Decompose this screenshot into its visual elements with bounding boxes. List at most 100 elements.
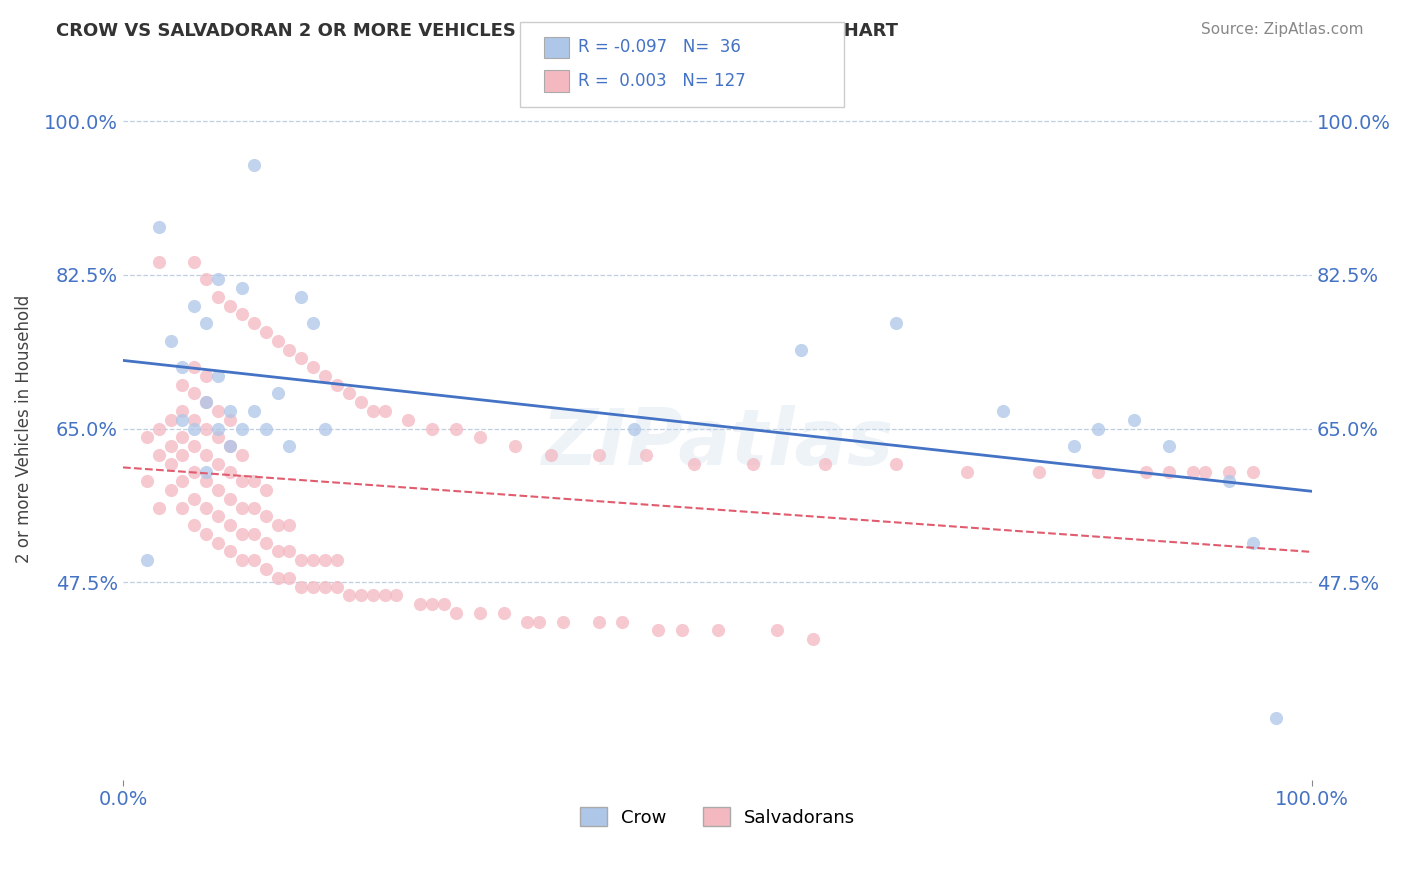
Point (361, 588, 384, 602)
Text: R = -0.097   N=  36: R = -0.097 N= 36 (578, 38, 741, 56)
Point (207, 430, 229, 444)
Point (527, 615, 550, 629)
Point (195, 368, 218, 383)
Point (183, 466, 205, 480)
Point (172, 500, 194, 515)
Point (242, 404, 264, 418)
Point (148, 448, 170, 462)
Point (219, 439, 242, 453)
Point (219, 466, 242, 480)
Point (231, 500, 253, 515)
Point (671, 624, 693, 638)
Point (1159, 439, 1181, 453)
Point (159, 334, 181, 348)
Point (374, 588, 396, 602)
Point (492, 606, 515, 620)
Point (219, 491, 242, 506)
Point (350, 588, 373, 602)
Point (183, 491, 205, 506)
Point (254, 483, 277, 497)
Point (195, 474, 218, 488)
Point (374, 404, 396, 418)
Point (159, 483, 181, 497)
Point (148, 254, 170, 268)
Point (588, 448, 610, 462)
Point (207, 290, 229, 304)
Point (1182, 466, 1205, 480)
Point (505, 439, 527, 453)
Point (219, 439, 242, 453)
Point (278, 439, 301, 453)
Point (195, 316, 218, 330)
Point (647, 624, 669, 638)
Point (516, 615, 538, 629)
Point (231, 307, 253, 321)
Point (1063, 439, 1085, 453)
Point (991, 404, 1014, 418)
Point (1087, 466, 1109, 480)
Point (278, 518, 301, 533)
Point (195, 448, 218, 462)
Point (231, 526, 253, 541)
Point (706, 624, 728, 638)
Point (290, 553, 312, 567)
Point (172, 377, 194, 392)
Point (409, 597, 432, 611)
Point (172, 413, 194, 427)
Point (682, 457, 704, 471)
Text: ZIPatlas: ZIPatlas (541, 405, 894, 481)
Point (231, 448, 253, 462)
Point (1218, 466, 1240, 480)
Point (172, 360, 194, 375)
Point (1028, 466, 1050, 480)
Point (242, 526, 264, 541)
Point (207, 421, 229, 435)
Point (337, 386, 360, 401)
Point (159, 413, 181, 427)
Point (302, 360, 325, 375)
Point (207, 368, 229, 383)
Point (1218, 474, 1240, 488)
Point (290, 290, 312, 304)
Point (444, 606, 467, 620)
Point (183, 254, 205, 268)
Point (135, 474, 157, 488)
Point (396, 413, 419, 427)
Point (361, 404, 384, 418)
Point (231, 553, 253, 567)
Point (278, 343, 301, 357)
Point (266, 544, 288, 558)
Point (314, 421, 336, 435)
Point (231, 421, 253, 435)
Point (207, 272, 229, 286)
Point (231, 281, 253, 295)
Text: Source: ZipAtlas.com: Source: ZipAtlas.com (1201, 22, 1364, 37)
Point (326, 580, 349, 594)
Point (219, 299, 242, 313)
Point (148, 500, 170, 515)
Point (195, 500, 218, 515)
Point (159, 457, 181, 471)
Point (207, 483, 229, 497)
Point (302, 580, 325, 594)
Point (172, 474, 194, 488)
Point (766, 624, 789, 638)
Point (219, 544, 242, 558)
Point (242, 474, 264, 488)
Point (195, 466, 218, 480)
Point (1241, 466, 1264, 480)
Point (314, 580, 336, 594)
Point (183, 413, 205, 427)
Point (195, 395, 218, 409)
Point (742, 457, 765, 471)
Point (207, 509, 229, 524)
Point (242, 500, 264, 515)
Point (813, 457, 835, 471)
Point (623, 421, 645, 435)
Point (1087, 421, 1109, 435)
Point (350, 395, 373, 409)
Point (468, 430, 491, 444)
Text: CROW VS SALVADORAN 2 OR MORE VEHICLES IN HOUSEHOLD CORRELATION CHART: CROW VS SALVADORAN 2 OR MORE VEHICLES IN… (56, 22, 898, 40)
Point (207, 535, 229, 549)
Point (172, 430, 194, 444)
